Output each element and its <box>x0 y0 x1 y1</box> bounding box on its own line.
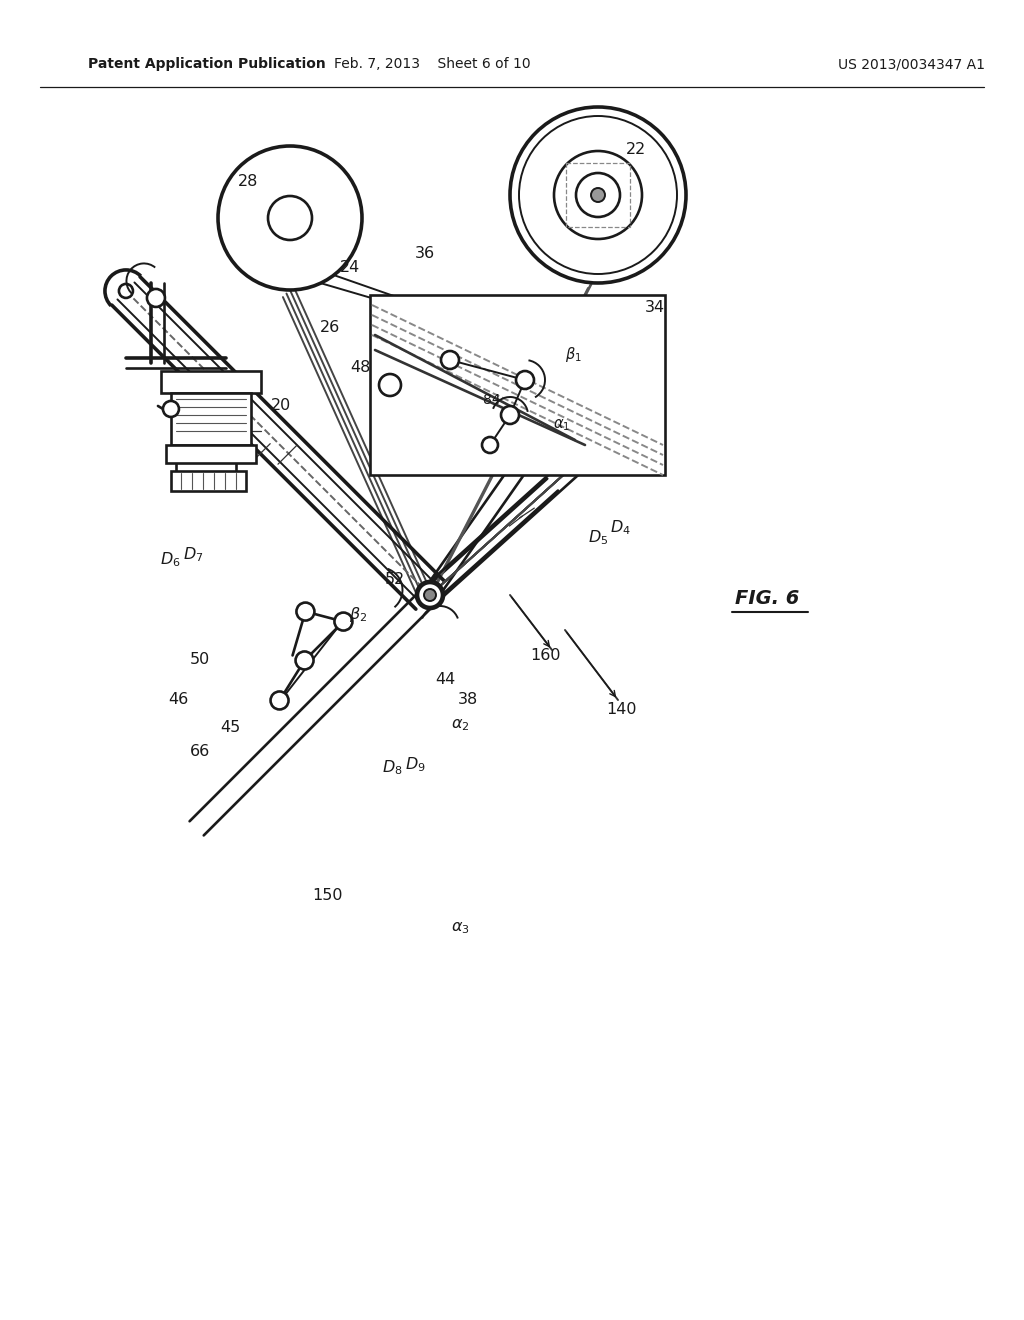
Text: 66: 66 <box>189 744 210 759</box>
Circle shape <box>510 107 686 282</box>
Text: 36: 36 <box>415 246 435 260</box>
Circle shape <box>218 147 362 290</box>
Text: 150: 150 <box>312 887 343 903</box>
Text: 34: 34 <box>645 301 665 315</box>
Text: Feb. 7, 2013    Sheet 6 of 10: Feb. 7, 2013 Sheet 6 of 10 <box>334 57 530 71</box>
Circle shape <box>296 602 314 620</box>
Text: 28: 28 <box>238 174 258 190</box>
Text: $D_5$: $D_5$ <box>588 528 608 548</box>
Text: $D_7$: $D_7$ <box>182 545 203 565</box>
Text: $\beta_2$: $\beta_2$ <box>349 606 367 624</box>
Circle shape <box>296 652 313 669</box>
Circle shape <box>119 284 133 298</box>
Text: 140: 140 <box>607 702 637 718</box>
Bar <box>171 393 251 445</box>
Text: 48: 48 <box>350 360 371 375</box>
Text: $D_6$: $D_6$ <box>160 550 180 569</box>
Circle shape <box>591 187 605 202</box>
Text: 20: 20 <box>270 399 291 413</box>
Bar <box>370 294 665 475</box>
Bar <box>166 445 256 463</box>
Text: $\alpha_2$: $\alpha_2$ <box>451 717 469 733</box>
Circle shape <box>416 581 444 609</box>
Text: 22: 22 <box>626 143 646 157</box>
Circle shape <box>270 692 289 709</box>
Circle shape <box>501 407 519 424</box>
Circle shape <box>163 401 179 417</box>
Circle shape <box>424 589 436 601</box>
Text: 50: 50 <box>189 652 210 668</box>
Circle shape <box>418 583 442 607</box>
Text: 52: 52 <box>385 573 406 587</box>
Circle shape <box>441 351 459 370</box>
Circle shape <box>482 437 498 453</box>
Circle shape <box>379 374 401 396</box>
Text: 24: 24 <box>340 260 360 276</box>
Text: 46: 46 <box>168 693 188 708</box>
Text: 84: 84 <box>483 393 501 407</box>
Text: $D_4$: $D_4$ <box>609 519 631 537</box>
Circle shape <box>147 289 165 308</box>
Circle shape <box>516 371 534 389</box>
Text: $D_9$: $D_9$ <box>404 755 425 775</box>
Circle shape <box>268 195 312 240</box>
Text: Patent Application Publication: Patent Application Publication <box>88 57 326 71</box>
Circle shape <box>519 116 677 275</box>
Text: 26: 26 <box>319 321 340 335</box>
Text: $\alpha_3$: $\alpha_3$ <box>451 920 469 936</box>
Text: US 2013/0034347 A1: US 2013/0034347 A1 <box>838 57 985 71</box>
Text: 38: 38 <box>458 693 478 708</box>
Text: 45: 45 <box>220 721 240 735</box>
Bar <box>566 162 630 227</box>
Circle shape <box>335 612 352 631</box>
Text: 160: 160 <box>529 648 560 663</box>
Text: $\beta_1$: $\beta_1$ <box>564 346 582 364</box>
Bar <box>171 471 246 491</box>
Bar <box>161 371 261 393</box>
Text: 44: 44 <box>435 672 455 688</box>
Text: FIG. 6: FIG. 6 <box>735 589 800 607</box>
Circle shape <box>554 150 642 239</box>
Text: $D_8$: $D_8$ <box>382 759 402 777</box>
Circle shape <box>575 173 620 216</box>
Text: $\alpha_1$: $\alpha_1$ <box>553 417 570 433</box>
